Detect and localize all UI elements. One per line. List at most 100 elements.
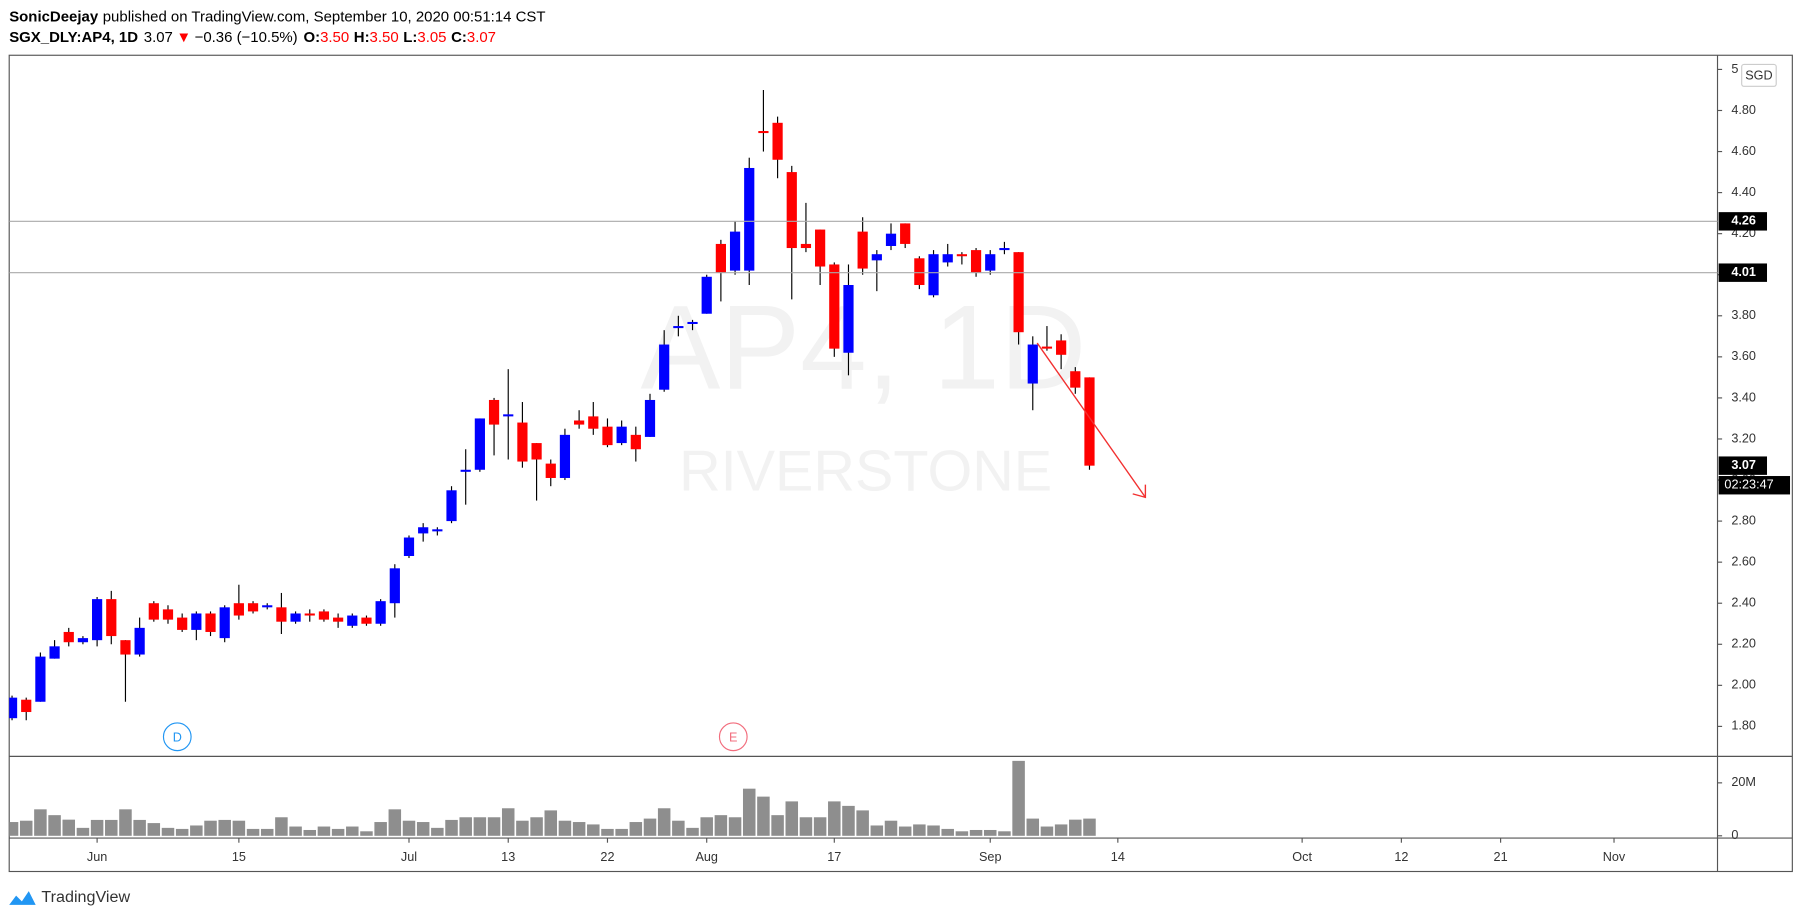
- volume-bar: [686, 827, 699, 836]
- volume-bar: [856, 810, 869, 836]
- volume-bar: [1026, 818, 1040, 836]
- volume-tick-label: 20M: [1731, 775, 1756, 789]
- event-marker[interactable]: [718, 722, 748, 752]
- volume-bar: [828, 801, 841, 836]
- volume-bar: [445, 819, 458, 836]
- level-label-box: [1718, 263, 1768, 282]
- c-label: C:: [451, 29, 467, 46]
- c-value: 3.07: [467, 29, 496, 46]
- candle-body: [106, 599, 117, 637]
- volume-bar: [76, 827, 90, 836]
- candle-body: [630, 434, 641, 450]
- volume-bar: [516, 820, 529, 836]
- logo-icon: [9, 891, 36, 905]
- candle-body: [503, 414, 514, 417]
- candle-body: [701, 276, 712, 314]
- volume-bar: [842, 805, 855, 836]
- volume-bar: [785, 801, 799, 836]
- volume-bar: [813, 817, 827, 836]
- volume-bar: [601, 828, 614, 836]
- volume-bar: [1069, 819, 1082, 836]
- volume-bar: [190, 825, 203, 836]
- volume-bar: [714, 815, 728, 836]
- volume-bar: [459, 817, 472, 836]
- volume-bar: [48, 815, 61, 836]
- candle-body: [1013, 252, 1024, 333]
- candle-body: [942, 254, 953, 263]
- candle-body: [361, 617, 372, 624]
- symbol-line: SGX_DLY:AP4, 1D 3.07 ▼ −0.36 (−10.5%) O:3.50…: [9, 29, 496, 46]
- x-tick-label: 15: [232, 850, 246, 864]
- candle-body: [375, 601, 386, 624]
- volume-bar: [757, 796, 770, 836]
- x-tick-label: 13: [501, 850, 515, 864]
- candle-body: [304, 613, 315, 616]
- volume-bar: [983, 829, 997, 836]
- volume-bar: [260, 828, 274, 836]
- event-marker[interactable]: [162, 722, 192, 752]
- candle-body: [829, 264, 840, 349]
- candle-body: [262, 605, 273, 608]
- candle-body: [276, 607, 287, 622]
- candle-body: [460, 469, 471, 472]
- volume-bar: [218, 819, 231, 836]
- volume-bar: [105, 819, 118, 836]
- candle-body: [999, 248, 1010, 251]
- candle-body: [148, 603, 159, 620]
- volume-bar: [941, 828, 954, 836]
- level-label: 4.26: [1731, 214, 1756, 228]
- candle-body: [758, 131, 769, 134]
- y-tick-label: 4.60: [1731, 144, 1756, 158]
- volume-bar: [870, 825, 884, 836]
- candle-body: [162, 609, 174, 620]
- published: published on TradingView.com, September …: [103, 8, 546, 25]
- candle-body: [715, 243, 726, 273]
- event-label: E: [729, 730, 737, 744]
- candle-body: [687, 321, 698, 325]
- currency: SGD: [1745, 68, 1772, 82]
- volume-bar: [473, 817, 487, 836]
- candle-body: [247, 603, 259, 612]
- volume-bar: [672, 820, 685, 836]
- volume-bar: [246, 828, 260, 836]
- candle-body: [545, 463, 556, 478]
- down-icon: ▼: [176, 29, 191, 46]
- level-label-box: [1718, 212, 1768, 231]
- author: SonicDeejay: [9, 8, 99, 25]
- volume-bar: [587, 824, 600, 836]
- event-label: D: [173, 730, 182, 744]
- candle-body: [928, 254, 939, 296]
- volume-bar: [955, 831, 969, 836]
- candle-body: [92, 599, 103, 641]
- candle-body: [21, 699, 32, 713]
- volume-bar: [232, 820, 246, 836]
- watermark-name: RIVERSTONE: [679, 440, 1052, 504]
- volume-bar: [771, 815, 784, 836]
- candle-body: [9, 697, 18, 719]
- y-tick-label: 2.40: [1731, 596, 1756, 610]
- volume-bar: [572, 822, 586, 836]
- candle-body: [233, 603, 244, 616]
- volume-bar: [133, 819, 146, 836]
- candle-body: [616, 426, 627, 444]
- candle-body: [644, 399, 656, 437]
- x-tick-label: 17: [827, 850, 841, 864]
- currency-box[interactable]: [1741, 63, 1777, 87]
- volume-bar: [275, 817, 288, 836]
- candle-body: [1084, 377, 1095, 466]
- candle-body: [843, 284, 854, 353]
- candle-body: [588, 416, 599, 429]
- x-tick-label: Aug: [695, 850, 718, 864]
- volume-bar: [90, 819, 104, 836]
- x-tick-label: Jul: [401, 850, 417, 864]
- x-tick-label: Oct: [1292, 850, 1312, 864]
- l-value: 3.05: [417, 29, 446, 46]
- last: 3.07: [144, 29, 173, 46]
- volume-bar: [431, 827, 444, 836]
- volume-bar: [998, 831, 1011, 836]
- x-tick-label: Jun: [87, 850, 107, 864]
- x-tick-label: Nov: [1603, 850, 1626, 864]
- candle-body: [403, 537, 415, 556]
- candle-body: [772, 122, 783, 160]
